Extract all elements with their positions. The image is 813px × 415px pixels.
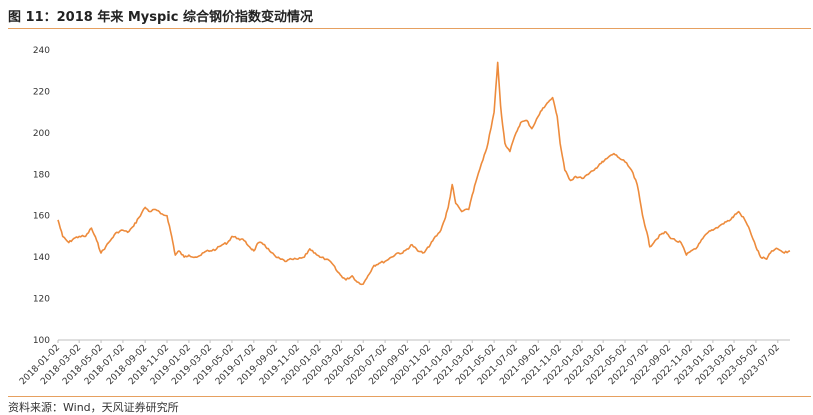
y-tick-label: 160 — [33, 212, 50, 222]
y-tick-label: 240 — [33, 46, 50, 56]
title-divider — [8, 28, 811, 29]
y-tick-label: 220 — [33, 87, 50, 97]
y-tick-label: 140 — [33, 253, 50, 263]
source-divider — [8, 396, 811, 397]
y-tick-label: 200 — [33, 129, 50, 139]
source-note: 资料来源：Wind，天风证券研究所 — [8, 401, 179, 414]
y-tick-label: 120 — [33, 295, 50, 305]
x-axis: 2018-01-022018-03-022018-05-022018-07-02… — [18, 339, 790, 387]
y-tick-label: 100 — [33, 336, 50, 346]
series-line — [57, 61, 791, 286]
y-axis: 100 120 140 160 180 200 220 240 — [33, 46, 50, 346]
y-tick-label: 180 — [33, 170, 50, 180]
figure-title: 图 11：2018 年来 Myspic 综合钢价指数变动情况 — [8, 10, 313, 25]
series-layer — [57, 61, 791, 286]
steel-price-line-chart: 100 120 140 160 180 200 220 240 2018-01-022018-… — [18, 46, 791, 387]
